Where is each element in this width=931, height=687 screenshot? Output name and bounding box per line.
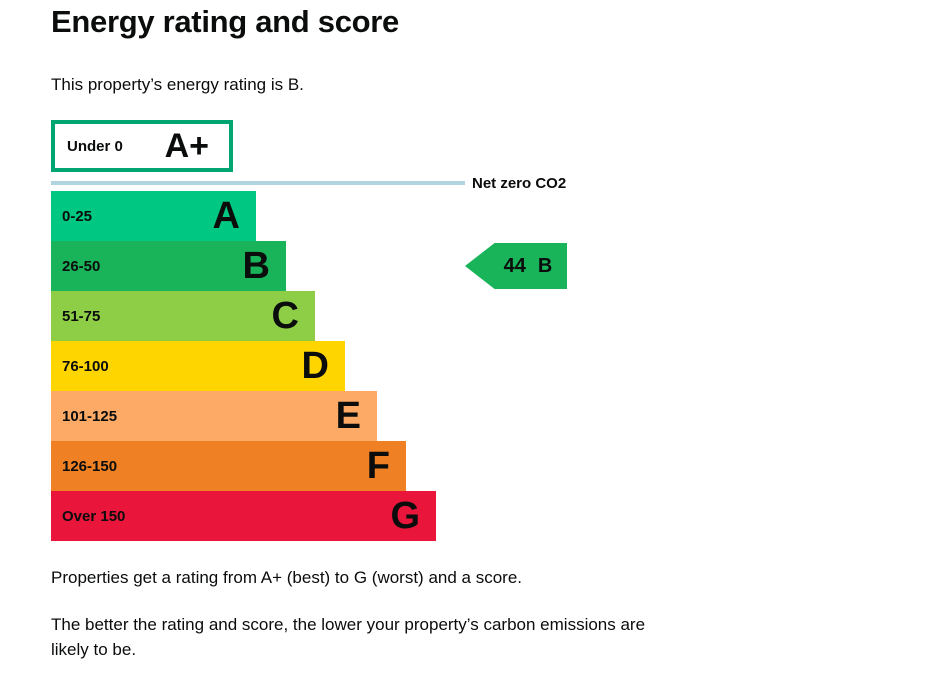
net-zero-marker: Net zero CO2 (51, 174, 651, 192)
band-row-a: 0-25 A (51, 191, 256, 241)
band-letter: C (271, 295, 299, 337)
band-row-a-plus: Under 0 A+ (51, 120, 233, 172)
band-range-label: 0-25 (62, 207, 93, 225)
band-letter: G (390, 495, 420, 537)
band-range-label: 76-100 (62, 357, 109, 375)
net-zero-line (51, 181, 465, 185)
energy-rating-chart: Under 0 A+ Net zero CO2 0-25 A 26-50 B 5… (51, 120, 651, 541)
band-letter: B (242, 245, 270, 287)
band-range-label: 101-125 (62, 407, 118, 425)
band-letter: A+ (164, 127, 209, 165)
band-range-label: 51-75 (62, 307, 101, 325)
band-letter: E (335, 395, 361, 437)
emissions-explainer-text: The better the rating and score, the low… (51, 615, 646, 659)
band-range-label: Over 150 (62, 507, 126, 525)
band-row-d: 76-100 D (51, 341, 345, 391)
net-zero-label: Net zero CO2 (472, 174, 567, 192)
intro-text: This property’s energy rating is B. (51, 75, 304, 94)
current-band: B (537, 254, 553, 277)
band-row-g: Over 150 G (51, 491, 436, 541)
band-range-label: 126-150 (62, 457, 118, 475)
band-row-e: 101-125 E (51, 391, 377, 441)
rating-bands: 0-25 A 26-50 B 51-75 C 76-100 D 101-125 … (51, 191, 651, 541)
band-row-b: 26-50 B (51, 241, 286, 291)
band-range-label: Under 0 (67, 137, 123, 155)
page-title: Energy rating and score (51, 4, 399, 39)
band-letter: D (301, 345, 329, 387)
current-score: 44 (503, 254, 526, 277)
band-range-label: 26-50 (62, 257, 101, 275)
band-row-c: 51-75 C (51, 291, 315, 341)
band-letter: F (366, 445, 390, 487)
band-letter: A (212, 195, 240, 237)
band-row-f: 126-150 F (51, 441, 406, 491)
rating-explainer-text: Properties get a rating from A+ (best) t… (51, 568, 523, 587)
